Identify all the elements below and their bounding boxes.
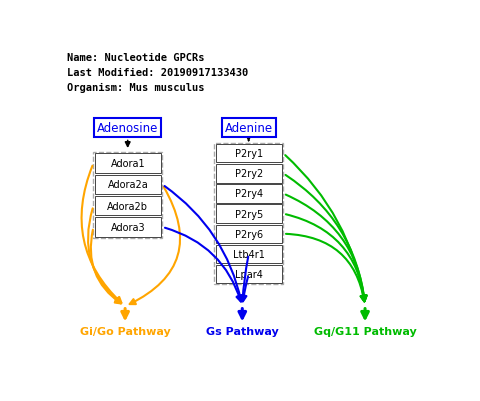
Bar bbox=[94, 153, 162, 238]
Text: Organism: Mus musculus: Organism: Mus musculus bbox=[67, 82, 205, 92]
Text: Adora2a: Adora2a bbox=[108, 180, 148, 190]
Bar bbox=[216, 185, 282, 203]
Text: P2ry4: P2ry4 bbox=[235, 189, 263, 199]
Text: P2ry1: P2ry1 bbox=[235, 149, 263, 159]
Text: Adenine: Adenine bbox=[225, 122, 273, 135]
Bar bbox=[216, 265, 282, 284]
Bar bbox=[95, 175, 161, 194]
Bar bbox=[216, 225, 282, 243]
Text: P2ry5: P2ry5 bbox=[235, 209, 263, 219]
Text: P2ry6: P2ry6 bbox=[235, 229, 263, 239]
Bar bbox=[216, 205, 282, 223]
Bar bbox=[95, 196, 161, 216]
Text: Name: Nucleotide GPCRs: Name: Nucleotide GPCRs bbox=[67, 53, 205, 63]
Text: Adora2b: Adora2b bbox=[108, 201, 148, 211]
Text: Gi/Go Pathway: Gi/Go Pathway bbox=[80, 326, 170, 336]
Text: Last Modified: 20190917133430: Last Modified: 20190917133430 bbox=[67, 68, 249, 77]
Text: Gs Pathway: Gs Pathway bbox=[206, 326, 279, 336]
Bar bbox=[215, 144, 283, 284]
Bar bbox=[216, 145, 282, 163]
Text: P2ry2: P2ry2 bbox=[235, 169, 263, 179]
Bar bbox=[95, 154, 161, 173]
Text: Ltb4r1: Ltb4r1 bbox=[233, 249, 265, 259]
Bar bbox=[95, 218, 161, 237]
Text: Gq/G11 Pathway: Gq/G11 Pathway bbox=[313, 326, 417, 336]
Text: Adenosine: Adenosine bbox=[97, 122, 158, 135]
Text: Adora1: Adora1 bbox=[110, 159, 145, 169]
Text: Lpar4: Lpar4 bbox=[235, 269, 263, 279]
Bar bbox=[216, 165, 282, 183]
Bar bbox=[216, 245, 282, 263]
Text: Adora3: Adora3 bbox=[110, 223, 145, 233]
